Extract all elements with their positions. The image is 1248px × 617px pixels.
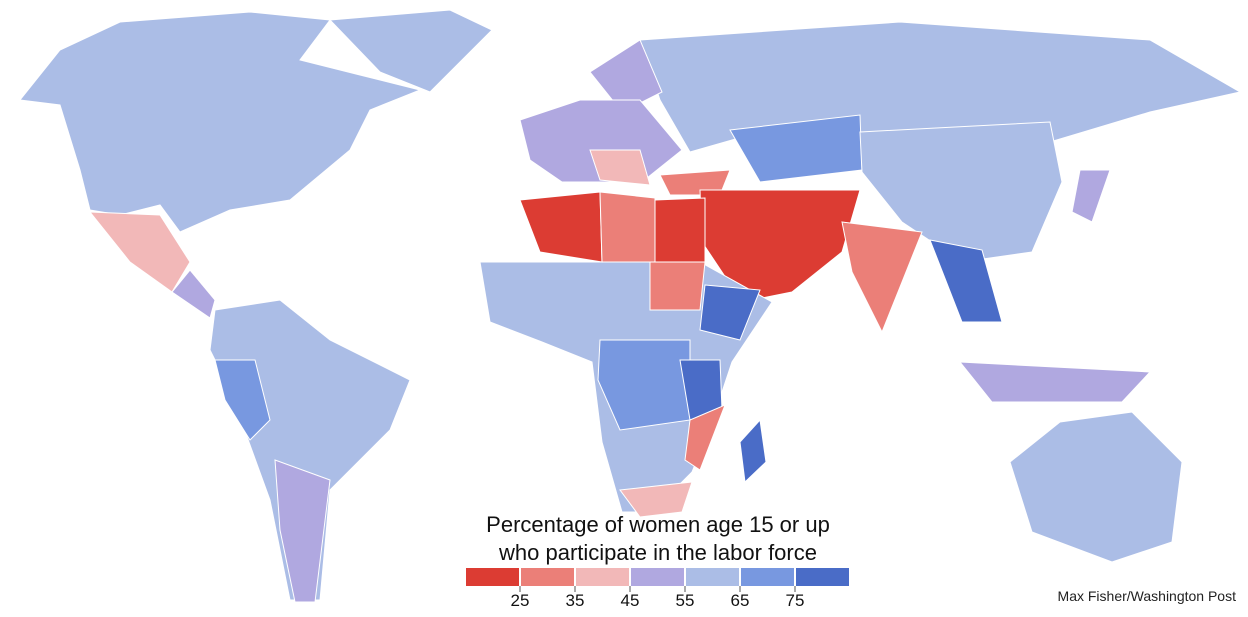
- land: [929, 239, 1003, 323]
- legend-tick-label: 35: [566, 591, 585, 610]
- land: [841, 221, 923, 334]
- land: [739, 418, 767, 484]
- legend-swatch: [796, 568, 849, 586]
- land: [619, 481, 693, 518]
- legend-swatch: [741, 568, 794, 586]
- legend-tick-label: 45: [621, 591, 640, 610]
- legend-swatch: [521, 568, 574, 586]
- legend-swatch: [576, 568, 629, 586]
- legend-title: Percentage of women age 15 or up: [486, 512, 830, 537]
- legend: Percentage of women age 15 or up who part…: [466, 512, 849, 610]
- land: [684, 404, 726, 471]
- world-map: [19, 9, 1242, 603]
- land: [859, 121, 1063, 263]
- land: [1009, 411, 1183, 563]
- legend-tick-label: 75: [786, 591, 805, 610]
- land: [597, 339, 691, 431]
- legend-tick-label: 65: [731, 591, 750, 610]
- legend-swatch: [466, 568, 519, 586]
- land: [19, 11, 422, 233]
- land: [274, 459, 331, 603]
- land: [699, 284, 761, 341]
- land: [589, 149, 651, 186]
- land: [958, 361, 1152, 403]
- land: [171, 269, 216, 319]
- legend-title: who participate in the labor force: [498, 540, 817, 565]
- land: [649, 261, 706, 311]
- land: [214, 359, 271, 441]
- land: [88, 211, 191, 293]
- land: [519, 191, 603, 263]
- land: [328, 9, 493, 93]
- land: [1071, 169, 1111, 223]
- land: [599, 191, 656, 263]
- legend-swatch: [686, 568, 739, 586]
- land: [654, 197, 706, 263]
- credit: Max Fisher/Washington Post: [1058, 588, 1237, 604]
- legend-swatch: [631, 568, 684, 586]
- land: [589, 39, 663, 113]
- legend-tick-label: 25: [511, 591, 530, 610]
- legend-tick-label: 55: [676, 591, 695, 610]
